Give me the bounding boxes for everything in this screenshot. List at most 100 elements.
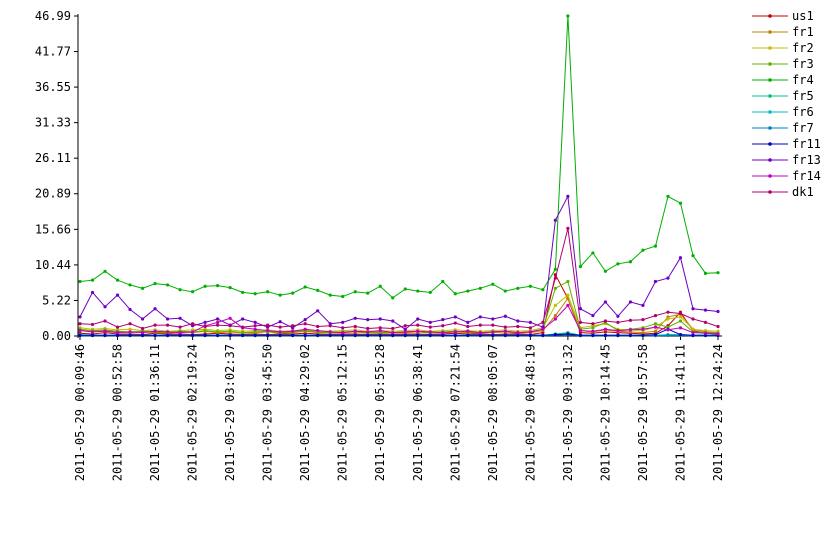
point xyxy=(78,315,82,319)
point xyxy=(165,330,170,334)
point xyxy=(666,194,670,198)
point xyxy=(666,310,670,314)
point xyxy=(553,276,557,280)
point xyxy=(165,333,170,337)
point xyxy=(103,269,107,273)
point xyxy=(140,326,145,331)
point xyxy=(503,329,507,333)
point xyxy=(103,305,107,309)
point xyxy=(678,326,683,330)
legend-marker xyxy=(768,158,772,162)
point xyxy=(341,330,345,335)
point xyxy=(478,286,482,290)
point xyxy=(553,218,557,222)
point xyxy=(591,313,595,318)
point xyxy=(366,330,370,334)
point xyxy=(528,284,532,288)
point xyxy=(516,319,520,323)
point xyxy=(591,333,595,337)
series-line xyxy=(79,194,719,330)
x-tick-label: 2011-05-29 10:14:45 xyxy=(598,344,612,481)
point xyxy=(115,333,120,337)
point xyxy=(378,328,382,333)
x-tick-label: 2011-05-29 00:52:58 xyxy=(111,344,125,481)
point xyxy=(691,330,695,335)
point xyxy=(165,323,170,327)
x-tick-label: 2011-05-29 01:36:11 xyxy=(148,344,162,481)
point xyxy=(378,284,382,288)
point xyxy=(503,325,507,329)
point xyxy=(491,323,495,327)
legend-marker xyxy=(768,110,772,114)
point xyxy=(666,333,670,337)
point xyxy=(491,317,495,321)
point xyxy=(103,329,107,333)
y-tick-label: 26.11 xyxy=(35,151,71,165)
y-tick-label: 46.99 xyxy=(35,9,71,23)
series-line xyxy=(79,304,719,335)
point xyxy=(266,328,270,333)
point xyxy=(203,320,207,324)
point xyxy=(453,330,457,334)
point xyxy=(678,319,683,323)
point xyxy=(228,333,232,337)
point xyxy=(353,333,357,337)
legend-marker xyxy=(768,94,772,98)
point xyxy=(616,328,620,333)
point xyxy=(216,330,220,334)
point xyxy=(391,296,395,300)
point xyxy=(541,320,545,324)
point xyxy=(428,333,432,337)
point xyxy=(253,330,257,334)
legend-label: fr1 xyxy=(792,25,814,39)
point xyxy=(78,322,82,326)
x-tick-label: 2011-05-29 05:55:28 xyxy=(373,344,387,481)
point xyxy=(603,333,608,337)
point xyxy=(241,325,245,329)
series-line xyxy=(79,273,719,336)
point xyxy=(78,333,82,337)
point xyxy=(616,262,620,266)
point xyxy=(666,317,670,321)
point xyxy=(378,326,382,330)
point xyxy=(353,290,357,294)
point xyxy=(453,292,457,296)
point xyxy=(391,333,395,337)
point xyxy=(78,279,82,284)
point xyxy=(128,333,132,337)
point xyxy=(403,327,407,331)
point xyxy=(541,288,545,292)
point xyxy=(328,330,332,334)
point xyxy=(566,194,570,198)
x-tick-label: 2011-05-29 07:21:54 xyxy=(448,344,462,481)
point xyxy=(416,329,420,333)
series-line xyxy=(79,297,719,334)
point xyxy=(553,286,557,290)
point xyxy=(253,292,257,296)
legend-label: us1 xyxy=(792,9,814,23)
point xyxy=(716,332,720,336)
point xyxy=(628,300,633,304)
point xyxy=(628,333,633,337)
point xyxy=(366,333,370,337)
point xyxy=(266,333,270,337)
point xyxy=(90,333,95,337)
point xyxy=(453,321,457,325)
point xyxy=(691,307,695,311)
point xyxy=(566,279,570,284)
point xyxy=(653,329,658,333)
y-tick-label: 36.55 xyxy=(35,80,71,94)
point xyxy=(603,300,608,304)
point xyxy=(203,284,207,288)
point xyxy=(578,333,582,337)
point xyxy=(491,330,495,334)
y-tick-label: 31.33 xyxy=(35,116,71,130)
point xyxy=(578,307,582,311)
series-line xyxy=(79,15,719,299)
point xyxy=(678,315,683,319)
point xyxy=(628,318,633,322)
point xyxy=(241,333,245,337)
point xyxy=(416,317,420,321)
